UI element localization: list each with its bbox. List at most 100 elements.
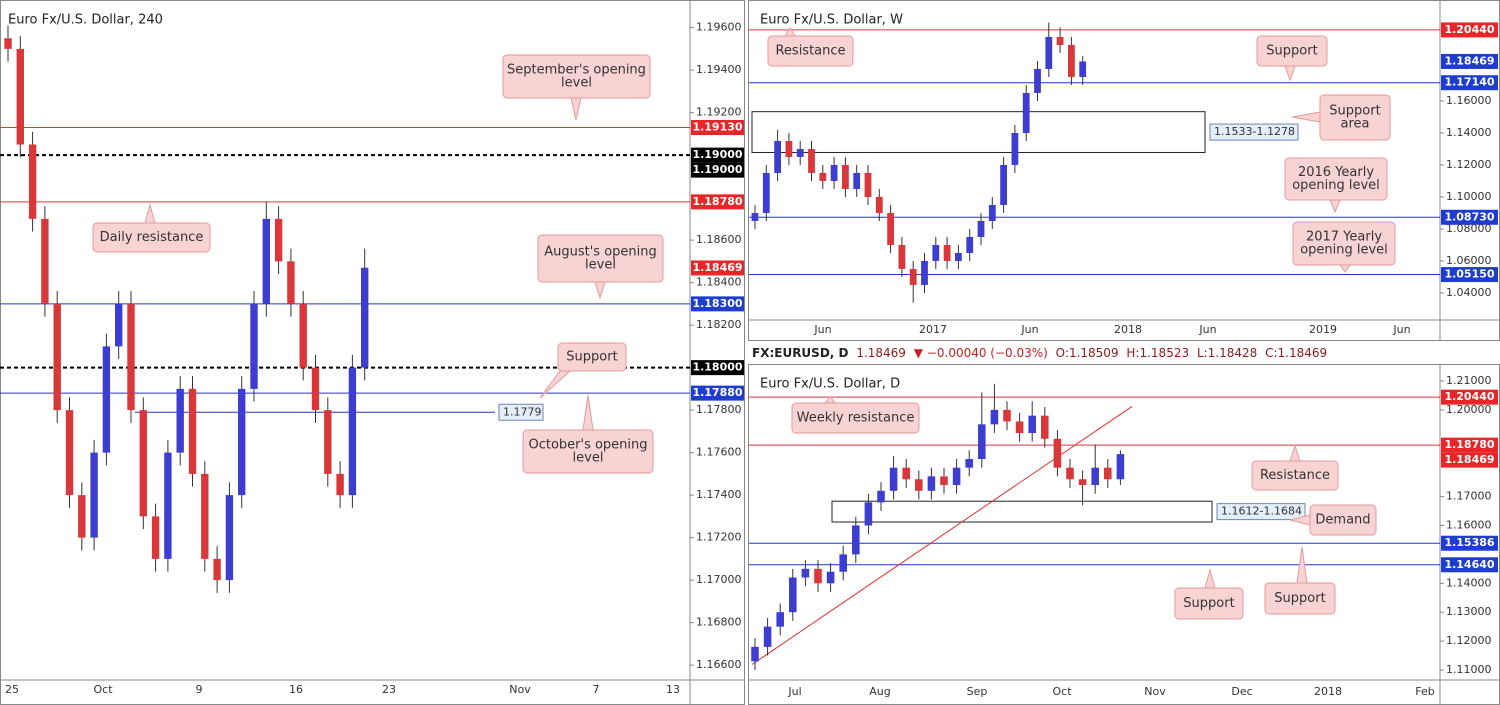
callout-text: opening level xyxy=(1292,178,1380,193)
callout-text: October's opening xyxy=(528,438,647,453)
callout-text: September's opening xyxy=(507,63,646,78)
callout-box xyxy=(557,342,627,372)
candle-body xyxy=(225,495,234,581)
price-tag-label: 1.20440 xyxy=(1444,23,1494,36)
candle-body xyxy=(324,410,332,474)
high: H:1.18523 xyxy=(1126,346,1189,360)
candle-body xyxy=(213,558,221,581)
callout-pointer xyxy=(1329,199,1341,214)
candle-body xyxy=(965,459,973,468)
y-tick-label: 1.06000 xyxy=(1446,254,1492,267)
callout-text: Resistance xyxy=(1260,468,1330,483)
chart-title: Euro Fx/U.S. Dollar, W xyxy=(760,13,903,28)
price-tag xyxy=(1441,53,1498,69)
segment-label-box xyxy=(498,403,544,421)
x-tick-label: 2018 xyxy=(1114,323,1142,336)
callout-box xyxy=(767,35,854,67)
x-tick-label: Sep xyxy=(967,685,988,698)
callout-text: 2016 Yearly xyxy=(1298,165,1374,180)
x-tick-label: Jun xyxy=(1198,323,1216,336)
callout-pointer xyxy=(1296,546,1308,584)
candle-body xyxy=(1053,438,1062,468)
y-tick-label: 1.18400 xyxy=(696,276,742,289)
candle-body xyxy=(78,495,86,538)
trendline xyxy=(751,406,1133,665)
price-tag-label: 1.18780 xyxy=(1444,438,1494,451)
candle-body xyxy=(988,204,996,221)
zone-label-box xyxy=(1216,503,1306,521)
price-tag-label: 1.18000 xyxy=(692,361,742,374)
callout-pointer xyxy=(824,395,836,404)
x-tick-label: Jun xyxy=(1020,323,1038,336)
y-tick-label: 1.18600 xyxy=(696,233,742,246)
price-tag-label: 1.17880 xyxy=(692,386,742,399)
candle-body xyxy=(826,571,835,584)
x-tick-label: Jul xyxy=(787,685,801,698)
price-tag-label: 1.05150 xyxy=(1444,268,1494,281)
price-tag xyxy=(691,360,744,376)
candle-body xyxy=(115,303,123,347)
callout-pointer xyxy=(570,97,582,121)
y-tick-label: 1.17600 xyxy=(696,446,742,459)
candle-body xyxy=(53,303,61,411)
candle-body xyxy=(250,303,258,389)
candle-body xyxy=(751,212,759,221)
candle-body xyxy=(814,568,822,584)
callout-text: Weekly resistance xyxy=(797,411,915,426)
zone xyxy=(831,500,1213,523)
price-tag xyxy=(691,147,744,163)
callout-text: level xyxy=(573,451,604,466)
price-tag xyxy=(1441,389,1498,405)
symbol: FX:EURUSD, D xyxy=(752,346,849,360)
callout-text: Support xyxy=(1183,596,1234,611)
candle-body xyxy=(887,212,894,245)
candle-body xyxy=(102,346,111,453)
x-tick-label: 13 xyxy=(666,683,680,696)
candle-body xyxy=(801,568,810,578)
callout-pointer xyxy=(594,281,606,300)
callout-pointer xyxy=(1339,264,1351,273)
price-tag xyxy=(1441,452,1498,468)
candle-body xyxy=(955,252,962,261)
candle-body xyxy=(830,164,838,181)
price-tag xyxy=(1441,267,1498,283)
x-tick-label: Jun xyxy=(1392,323,1410,336)
y-tick-label: 1.10000 xyxy=(1446,190,1492,203)
candle-body xyxy=(785,140,793,157)
price-tag xyxy=(691,260,744,276)
y-tick-label: 1.19200 xyxy=(696,106,742,119)
callout-text: Support xyxy=(1274,591,1325,606)
candle-body xyxy=(852,525,860,555)
candle-body xyxy=(915,479,923,491)
candle-body xyxy=(1091,467,1099,486)
x-tick-label: 25 xyxy=(5,683,19,696)
y-tick-label: 1.11000 xyxy=(1446,663,1492,676)
y-tick-label: 1.08000 xyxy=(1446,222,1492,235)
callout-pointer xyxy=(1204,568,1216,589)
price-tag xyxy=(1441,209,1498,225)
callout-pointer xyxy=(144,203,156,224)
callout-text: area xyxy=(1341,117,1370,132)
x-tick-label: 7 xyxy=(593,683,600,696)
price-tag-label: 1.18469 xyxy=(1444,453,1494,466)
candle-body xyxy=(28,144,37,219)
candle-body xyxy=(1045,36,1053,69)
candle-body xyxy=(990,409,999,425)
candle-body xyxy=(336,473,344,496)
price-tag xyxy=(691,385,744,401)
chart-title: Euro Fx/U.S. Dollar, 240 xyxy=(8,13,163,28)
candle-body xyxy=(864,502,873,526)
candle-body xyxy=(763,626,772,647)
x-tick-label: 16 xyxy=(289,683,303,696)
x-tick-label: 9 xyxy=(196,683,203,696)
candle-body xyxy=(201,473,209,559)
candle-body xyxy=(287,261,295,304)
candle-body xyxy=(978,424,986,460)
callout-text: level xyxy=(585,258,616,273)
candle-body xyxy=(1028,415,1036,434)
price-tag-label: 1.19130 xyxy=(692,121,742,134)
candle-body xyxy=(877,490,885,503)
price-tag-label: 1.18780 xyxy=(692,195,742,208)
y-tick-label: 1.17200 xyxy=(696,531,742,544)
